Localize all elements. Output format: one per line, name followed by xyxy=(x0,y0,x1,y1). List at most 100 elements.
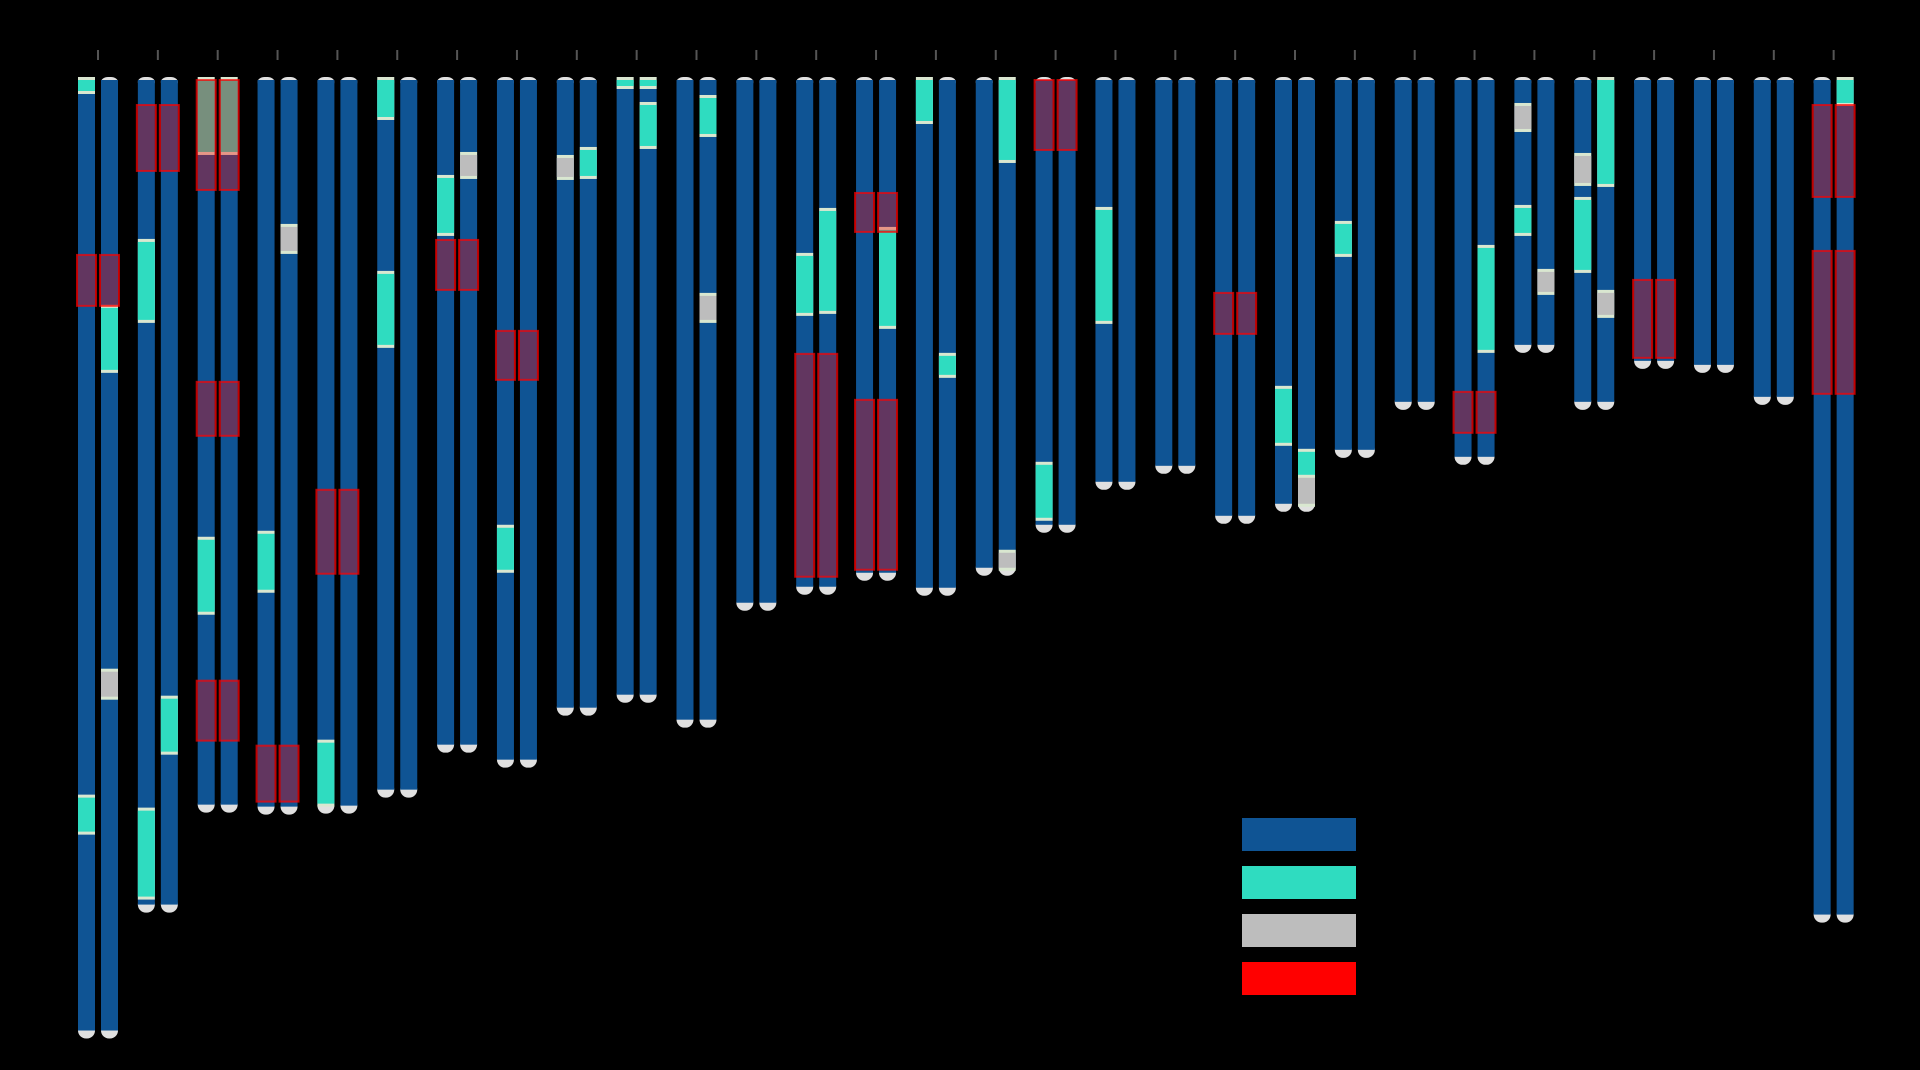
segment xyxy=(699,295,717,320)
segment xyxy=(1095,209,1113,321)
chromosome-a xyxy=(496,80,514,760)
chromosome-a xyxy=(1394,80,1412,402)
chromosome-a xyxy=(975,80,993,568)
chromosome-b xyxy=(400,80,418,790)
chromosome-a xyxy=(796,80,814,587)
legend xyxy=(1242,818,1356,995)
segment xyxy=(998,80,1016,160)
segment xyxy=(1298,477,1315,504)
segment xyxy=(280,226,298,251)
segment xyxy=(1514,105,1532,129)
chromosome-b xyxy=(1417,80,1435,402)
chromosome-b xyxy=(1357,80,1375,450)
segment xyxy=(915,80,933,121)
segment xyxy=(377,273,395,345)
highlight-region xyxy=(99,253,120,307)
segment xyxy=(1514,207,1532,233)
chromosome-b xyxy=(1716,80,1734,365)
segment xyxy=(220,80,238,152)
chromosome-b xyxy=(280,80,298,807)
highlight-region xyxy=(195,380,217,437)
chromosome-b xyxy=(220,80,238,805)
highlight-region xyxy=(877,398,899,571)
chromosome-a xyxy=(137,80,155,905)
highlight-region xyxy=(255,744,277,803)
chromosome-a xyxy=(78,80,95,1031)
highlight-region xyxy=(338,488,360,575)
segment xyxy=(78,80,95,91)
chromosome-b xyxy=(1238,80,1256,516)
chromosome-a xyxy=(676,80,694,720)
highlight-region xyxy=(458,238,480,291)
segment xyxy=(1597,80,1615,184)
chromosome-a xyxy=(1813,80,1831,915)
highlight-region xyxy=(1811,103,1833,198)
segment xyxy=(78,797,95,832)
segment xyxy=(101,307,118,370)
chromosome-b xyxy=(699,80,717,720)
highlight-region xyxy=(817,352,839,578)
chromosome-b xyxy=(1776,80,1794,397)
segment xyxy=(1275,388,1292,443)
chromosome-a xyxy=(317,80,335,806)
legend-swatch xyxy=(1242,866,1356,899)
chromosome-b xyxy=(639,80,657,695)
highlight-region xyxy=(517,329,539,381)
chromosome-a xyxy=(736,80,754,603)
chromosome-b xyxy=(340,80,358,806)
segment xyxy=(616,80,634,86)
chromosome-b xyxy=(1178,80,1196,466)
highlight-region xyxy=(315,488,337,575)
segment xyxy=(938,355,956,375)
highlight-region xyxy=(135,103,157,172)
tick-marks xyxy=(97,50,1835,60)
segment xyxy=(1477,247,1495,350)
highlight-region xyxy=(1452,390,1474,434)
chromosome-a xyxy=(1753,80,1771,397)
segment xyxy=(101,671,118,697)
highlight-region xyxy=(1056,79,1078,151)
chromosome-b xyxy=(819,80,837,587)
highlight-region xyxy=(195,679,217,742)
chromosome-a xyxy=(1634,80,1652,361)
chromosome-b xyxy=(160,80,178,905)
chromosome-b xyxy=(998,80,1016,568)
highlight-region xyxy=(76,253,97,307)
chromosome-b xyxy=(1537,80,1555,345)
chromosome-pairs xyxy=(76,77,1856,1039)
highlight-region xyxy=(278,744,300,803)
highlight-region xyxy=(218,79,240,191)
highlight-region xyxy=(218,679,240,742)
segment xyxy=(1836,80,1854,103)
highlight-region xyxy=(1655,278,1677,359)
chromosome-a xyxy=(1215,80,1233,516)
highlight-region xyxy=(494,329,516,381)
chromosome-a xyxy=(1334,80,1352,450)
segment xyxy=(998,552,1016,568)
chromosome-a xyxy=(915,80,933,588)
segment xyxy=(796,255,814,313)
segment xyxy=(257,533,275,590)
segment xyxy=(1298,451,1315,478)
chromosome-a xyxy=(1155,80,1173,466)
chromosome-b xyxy=(101,80,118,1031)
legend-swatch xyxy=(1242,962,1356,995)
segment xyxy=(639,80,657,86)
segment xyxy=(699,97,717,134)
segment xyxy=(437,177,455,233)
highlight-region xyxy=(854,191,876,233)
segment xyxy=(879,229,897,326)
chromosome-b xyxy=(519,80,537,760)
highlight-region xyxy=(435,238,457,291)
legend-swatch xyxy=(1242,914,1356,947)
segment xyxy=(160,698,178,752)
highlight-region xyxy=(1834,103,1856,198)
chromosome-b xyxy=(1118,80,1136,482)
chromosome-a xyxy=(556,80,574,708)
segment xyxy=(197,539,215,612)
chromosome-a xyxy=(437,80,455,745)
chromosome-a xyxy=(856,80,874,573)
segment xyxy=(1574,199,1592,270)
highlight-region xyxy=(1475,390,1497,434)
